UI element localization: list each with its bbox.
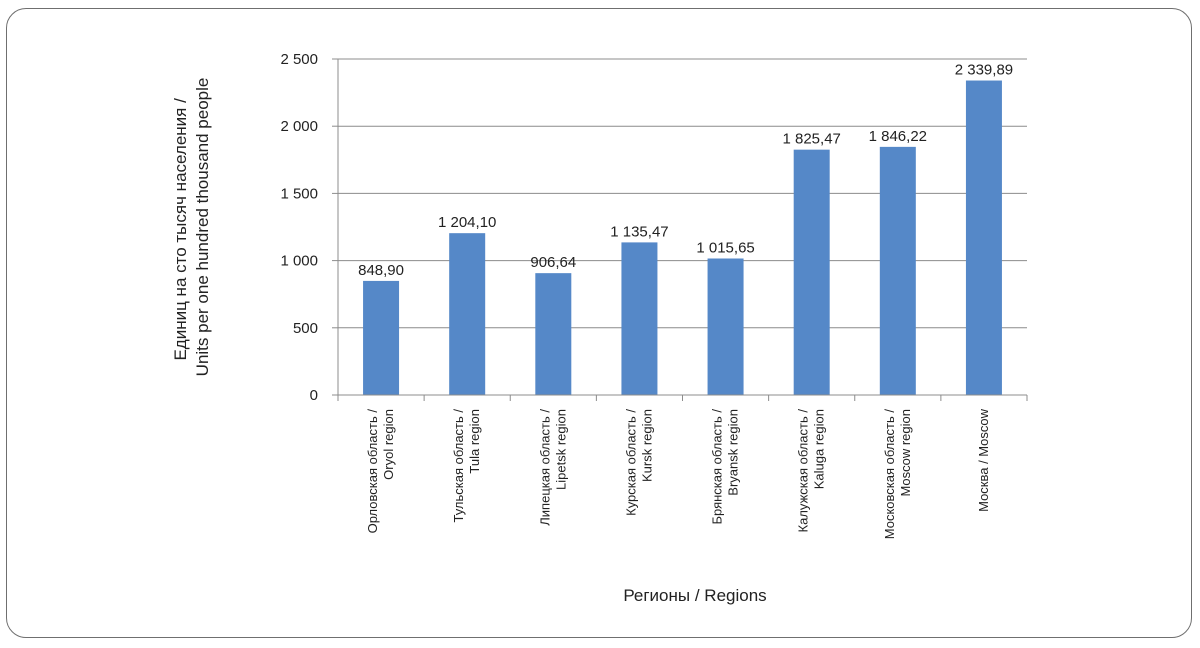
data-label: 1 204,10 [438, 214, 496, 231]
category-labels: Орловская область /Oryol region Тульская … [365, 408, 991, 539]
data-label: 906,64 [530, 254, 576, 271]
data-label: 1 825,47 [782, 131, 840, 148]
category-label: Тульская область /Tula region [451, 409, 482, 523]
category-label-line: Курская область / [623, 409, 638, 516]
y-tick-label: 2 500 [280, 51, 318, 68]
data-label: 1 135,47 [610, 223, 668, 240]
category-label: Московская область /Moscow region [882, 409, 913, 540]
category-label-line: Липецкая область / [537, 409, 552, 526]
category-label: Калужская область /Kaluga region [796, 409, 827, 533]
data-label: 1 846,22 [869, 128, 927, 145]
bar [965, 80, 1002, 395]
y-tick-label: 1 000 [280, 253, 318, 270]
category-label: Орловская область /Oryol region [365, 409, 396, 534]
x-axis-title: Регионы / Regions [623, 586, 766, 605]
data-label: 2 339,89 [955, 62, 1013, 79]
category-label-line: Lipetsk region [553, 409, 568, 490]
bar [363, 280, 400, 395]
bar [535, 273, 572, 395]
category-label-line: Тульская область / [451, 409, 466, 523]
y-tick-label: 1 500 [280, 185, 318, 202]
category-label: Брянская область /Bryansk region [710, 409, 741, 525]
bar [449, 233, 486, 395]
data-labels: 848,90 1 204,10 906,64 1 135,47 1 015,65 1 82… [358, 62, 1013, 279]
y-axis-title: Единиц на сто тысяч населения / Units pe… [171, 78, 212, 377]
category-label-line: Moscow region [898, 409, 913, 496]
category-label: Липецкая область /Lipetsk region [537, 409, 568, 526]
category-label-line: Брянская область / [710, 409, 725, 525]
bar [793, 149, 830, 395]
y-tick-labels: 0 500 1 000 1 500 2 000 2 500 [280, 51, 318, 404]
category-label-line: Oryol region [381, 409, 396, 480]
category-label-line: Московская область / [882, 409, 897, 540]
category-label: Москва / Moscow [976, 408, 991, 512]
category-label-line: Калужская область / [796, 409, 811, 533]
category-label-line: Kursk region [639, 409, 654, 482]
category-label-line: Kaluga region [812, 409, 827, 489]
category-label: Курская область /Kursk region [623, 409, 654, 516]
category-label-line: Tula region [467, 409, 482, 474]
category-label-line: Москва / Moscow [976, 408, 991, 512]
axes [337, 59, 1028, 401]
y-axis-title-line-1: Единиц на сто тысяч населения / [171, 98, 190, 361]
bar [707, 258, 744, 395]
bar [879, 146, 916, 395]
category-label-line: Орловская область / [365, 409, 380, 534]
bar [621, 242, 658, 395]
data-label: 1 015,65 [696, 239, 754, 256]
data-label: 848,90 [358, 262, 404, 279]
bars [363, 80, 1002, 395]
y-tick-label: 500 [293, 320, 318, 337]
gridlines [332, 58, 1027, 396]
y-axis-title-line-2: Units per one hundred thousand people [193, 78, 212, 377]
y-tick-label: 0 [310, 387, 318, 404]
category-label-line: Bryansk region [726, 409, 741, 496]
y-tick-label: 2 000 [280, 118, 318, 135]
